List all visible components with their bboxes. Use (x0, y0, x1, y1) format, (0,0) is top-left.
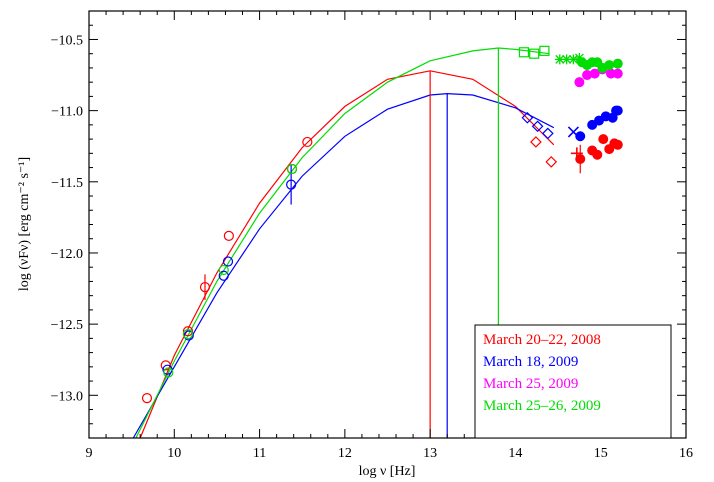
legend-entry-march-25-2009: March 25, 2009 (483, 376, 578, 392)
x-tick-label: 9 (86, 446, 93, 461)
y-tick-label: −12.5 (51, 318, 83, 333)
march-25-26-2009-asterisk-point (554, 54, 565, 65)
legend-entry-2008: March 20‒22, 2008 (483, 332, 601, 348)
fit-curve-1 (132, 92, 555, 439)
x-tick-label: 13 (423, 446, 437, 461)
march-18-2009-dot-point (575, 131, 586, 142)
legend: March 20‒22, 2008 March 18, 2009 March 2… (474, 324, 672, 439)
x-tick-label: 14 (508, 446, 522, 461)
march-20-22-2008-dot-point (612, 139, 623, 150)
march-25-26-2009-square-point (518, 47, 530, 58)
march-20-22-2008-dot-point (575, 154, 586, 165)
y-tick-label: −11.0 (51, 105, 83, 120)
march-20-22-2008-circle-point (223, 230, 234, 241)
x-tick-label: 12 (338, 446, 352, 461)
y-tick-label: −10.5 (51, 33, 83, 48)
data-points (141, 45, 623, 404)
y-tick-label: −13.0 (51, 389, 83, 404)
march-25-26-2009-asterisk-point (568, 54, 579, 65)
y-axis-title: log (νFν) [erg cm⁻² s⁻¹] (17, 157, 32, 291)
x-tick-label: 10 (167, 446, 181, 461)
march-18-2009-diamond-point (541, 127, 554, 140)
march-20-22-2008-circle-point (160, 360, 171, 371)
march-20-22-2008-circle-point (182, 326, 194, 337)
march-18-2009-dot-point (612, 105, 623, 116)
legend-entry-march-18-2009: March 18, 2009 (483, 354, 578, 370)
march-18-2009-circle-point (183, 330, 194, 341)
march-18-2009-circle-point (222, 256, 234, 267)
march-18-2009-circle-point (218, 270, 229, 281)
march-25-26-2009-square-point (539, 45, 550, 56)
march-20-22-2008-circle-point (199, 282, 211, 293)
x-axis-title: log ν [Hz] (359, 464, 416, 479)
y-tick-label: −11.5 (51, 176, 83, 191)
march-25-2009-dot-point (612, 68, 623, 79)
y-axis: −10.5 −11.0 −11.5 −12.0 −12.5 −13.0 (51, 10, 686, 439)
march-25-26-2009-circle-point (182, 328, 194, 340)
march-25-26-2009-square-point (529, 48, 540, 59)
x-tick-label: 15 (594, 446, 608, 461)
march-20-22-2008-circle-point (302, 136, 313, 148)
march-25-26-2009-dot-point (612, 58, 623, 69)
march-25-26-2009-circle-point (286, 163, 298, 175)
march-25-26-2009-circle-point (163, 367, 174, 378)
march-20-22-2008-dot-point (592, 149, 603, 160)
y-tick-label: −12.0 (51, 247, 83, 262)
fit-curve-2 (135, 47, 550, 439)
march-20-22-2008-dot-point (598, 134, 609, 145)
march-25-26-2009-dot-point (604, 60, 615, 71)
fit-curves (132, 47, 555, 439)
fit-curve-0 (139, 70, 555, 439)
march-20-22-2008-circle-point (141, 393, 153, 404)
march-25-2009-dot-point (589, 68, 600, 79)
march-25-26-2009-circle-point (218, 264, 229, 276)
legend-entry-march-25-26-2009: March 25‒26, 2009 (483, 398, 601, 414)
march-25-2009-dot-point (574, 77, 585, 88)
march-18-2009-diamond-point (521, 111, 534, 124)
march-18-2009-diamond-point (531, 120, 544, 133)
march-20-22-2008-diamond-point (545, 156, 558, 168)
march-18-2009-circle-point (286, 179, 297, 190)
x-tick-label: 11 (253, 446, 266, 461)
x-tick-label: 16 (679, 446, 693, 461)
march-20-22-2008-diamond-point (530, 136, 542, 148)
march-25-26-2009-asterisk-point (561, 54, 572, 65)
legend-box (474, 324, 672, 439)
